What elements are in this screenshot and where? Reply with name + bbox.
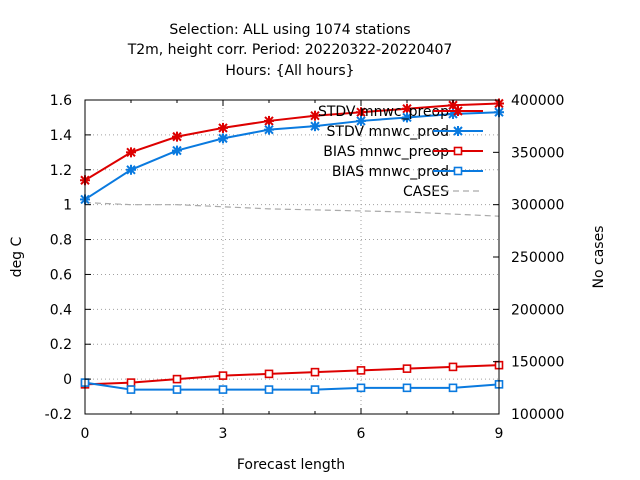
- point-1-6: [356, 115, 366, 126]
- series-line-2: [84, 364, 500, 386]
- legend-marker-2: [453, 146, 463, 156]
- point-0-5: [310, 110, 320, 121]
- point-3-4: [264, 385, 274, 394]
- y2-tick-label-4: 300000: [511, 198, 564, 214]
- legend-marker-0: [453, 106, 463, 116]
- chart-title-line-2: T2m, height corr. Period: 20220322-20220…: [127, 42, 453, 58]
- point-3-5: [310, 385, 320, 394]
- point-2-5: [310, 367, 320, 377]
- y-tick-label-3: 0.4: [50, 302, 72, 318]
- point-1-4: [264, 124, 274, 135]
- y-tick-label-2: 0.2: [50, 337, 72, 353]
- chart-title-line-1: Selection: ALL using 1074 stations: [169, 22, 410, 38]
- series-layer: [80, 98, 504, 394]
- legend-label-2: BIAS mnwc_preop: [323, 144, 449, 160]
- x-tick-label-2: 6: [357, 426, 366, 442]
- y-tick-label-7: 1.2: [50, 163, 72, 179]
- grid-lines: [85, 100, 499, 414]
- point-1-5: [310, 121, 320, 132]
- y2-tick-label-1: 150000: [511, 355, 564, 371]
- series-4: [84, 201, 500, 217]
- point-3-8: [448, 383, 458, 393]
- y2-tick-label-2: 200000: [511, 302, 564, 318]
- point-0-3: [218, 122, 228, 133]
- y2-tick-label-6: 400000: [511, 93, 564, 109]
- legend-label-4: CASES: [403, 184, 449, 200]
- point-3-6: [356, 383, 366, 393]
- point-3-3: [218, 385, 228, 394]
- point-1-1: [126, 164, 136, 175]
- point-2-6: [356, 366, 366, 375]
- legend-label-3: BIAS mnwc_prod: [332, 164, 449, 180]
- point-3-1: [126, 385, 136, 394]
- y-tick-label-8: 1.4: [50, 128, 72, 144]
- x-axis-label: Forecast length: [237, 457, 345, 473]
- x-tick-label-1: 3: [219, 426, 228, 442]
- y2-axis-label: No cases: [591, 226, 607, 289]
- y-tick-label-1: 0: [63, 372, 72, 388]
- ticks-layer: -0.2 0 0.2 0.4 0.6 0.8 1 1.2 1.4 1.6 0 3 6 9 100000 150…: [45, 93, 565, 442]
- point-1-7: [402, 112, 412, 123]
- y2-tick-label-0: 100000: [511, 407, 564, 423]
- point-0-6: [356, 107, 366, 118]
- legend-label-1: STDV mnwc_prod: [327, 124, 449, 140]
- y2-tick-label-5: 350000: [511, 145, 564, 161]
- point-2-7: [402, 364, 412, 373]
- legend: STDV mnwc_preop STDV mnwc_prod BIAS mnwc_p…: [318, 104, 483, 200]
- series-line-1: [84, 111, 500, 201]
- point-1-3: [218, 133, 228, 144]
- point-2-2: [172, 374, 182, 384]
- y-tick-label-6: 1: [63, 198, 72, 214]
- legend-marker-3: [453, 166, 463, 176]
- series-line-0: [84, 102, 500, 182]
- chart-title-line-3: Hours: {All hours}: [225, 63, 354, 79]
- point-2-4: [264, 369, 274, 379]
- series-line-4: [84, 201, 500, 217]
- point-0-2: [172, 131, 182, 142]
- point-2-8: [448, 362, 458, 372]
- point-2-3: [218, 371, 228, 380]
- x-tick-label-3: 9: [495, 426, 504, 442]
- y-tick-label-5: 0.8: [50, 233, 72, 249]
- y-tick-label-9: 1.6: [50, 93, 72, 109]
- point-2-1: [126, 378, 136, 387]
- legend-marker-1: [453, 126, 463, 136]
- y2-tick-label-3: 250000: [511, 250, 564, 266]
- point-0-7: [402, 103, 412, 114]
- x-tick-label-0: 0: [81, 426, 90, 442]
- y-tick-label-0: -0.2: [45, 407, 72, 423]
- legend-label-0: STDV mnwc_preop: [318, 104, 449, 120]
- series-2: [80, 360, 504, 389]
- y-axis-label: deg C: [9, 236, 25, 277]
- y-tick-label-4: 0.6: [50, 267, 72, 283]
- point-0-4: [264, 115, 274, 126]
- series-line-3: [84, 381, 500, 391]
- point-3-2: [172, 385, 182, 394]
- point-3-7: [402, 383, 412, 393]
- point-0-1: [126, 147, 136, 158]
- point-1-2: [172, 145, 182, 156]
